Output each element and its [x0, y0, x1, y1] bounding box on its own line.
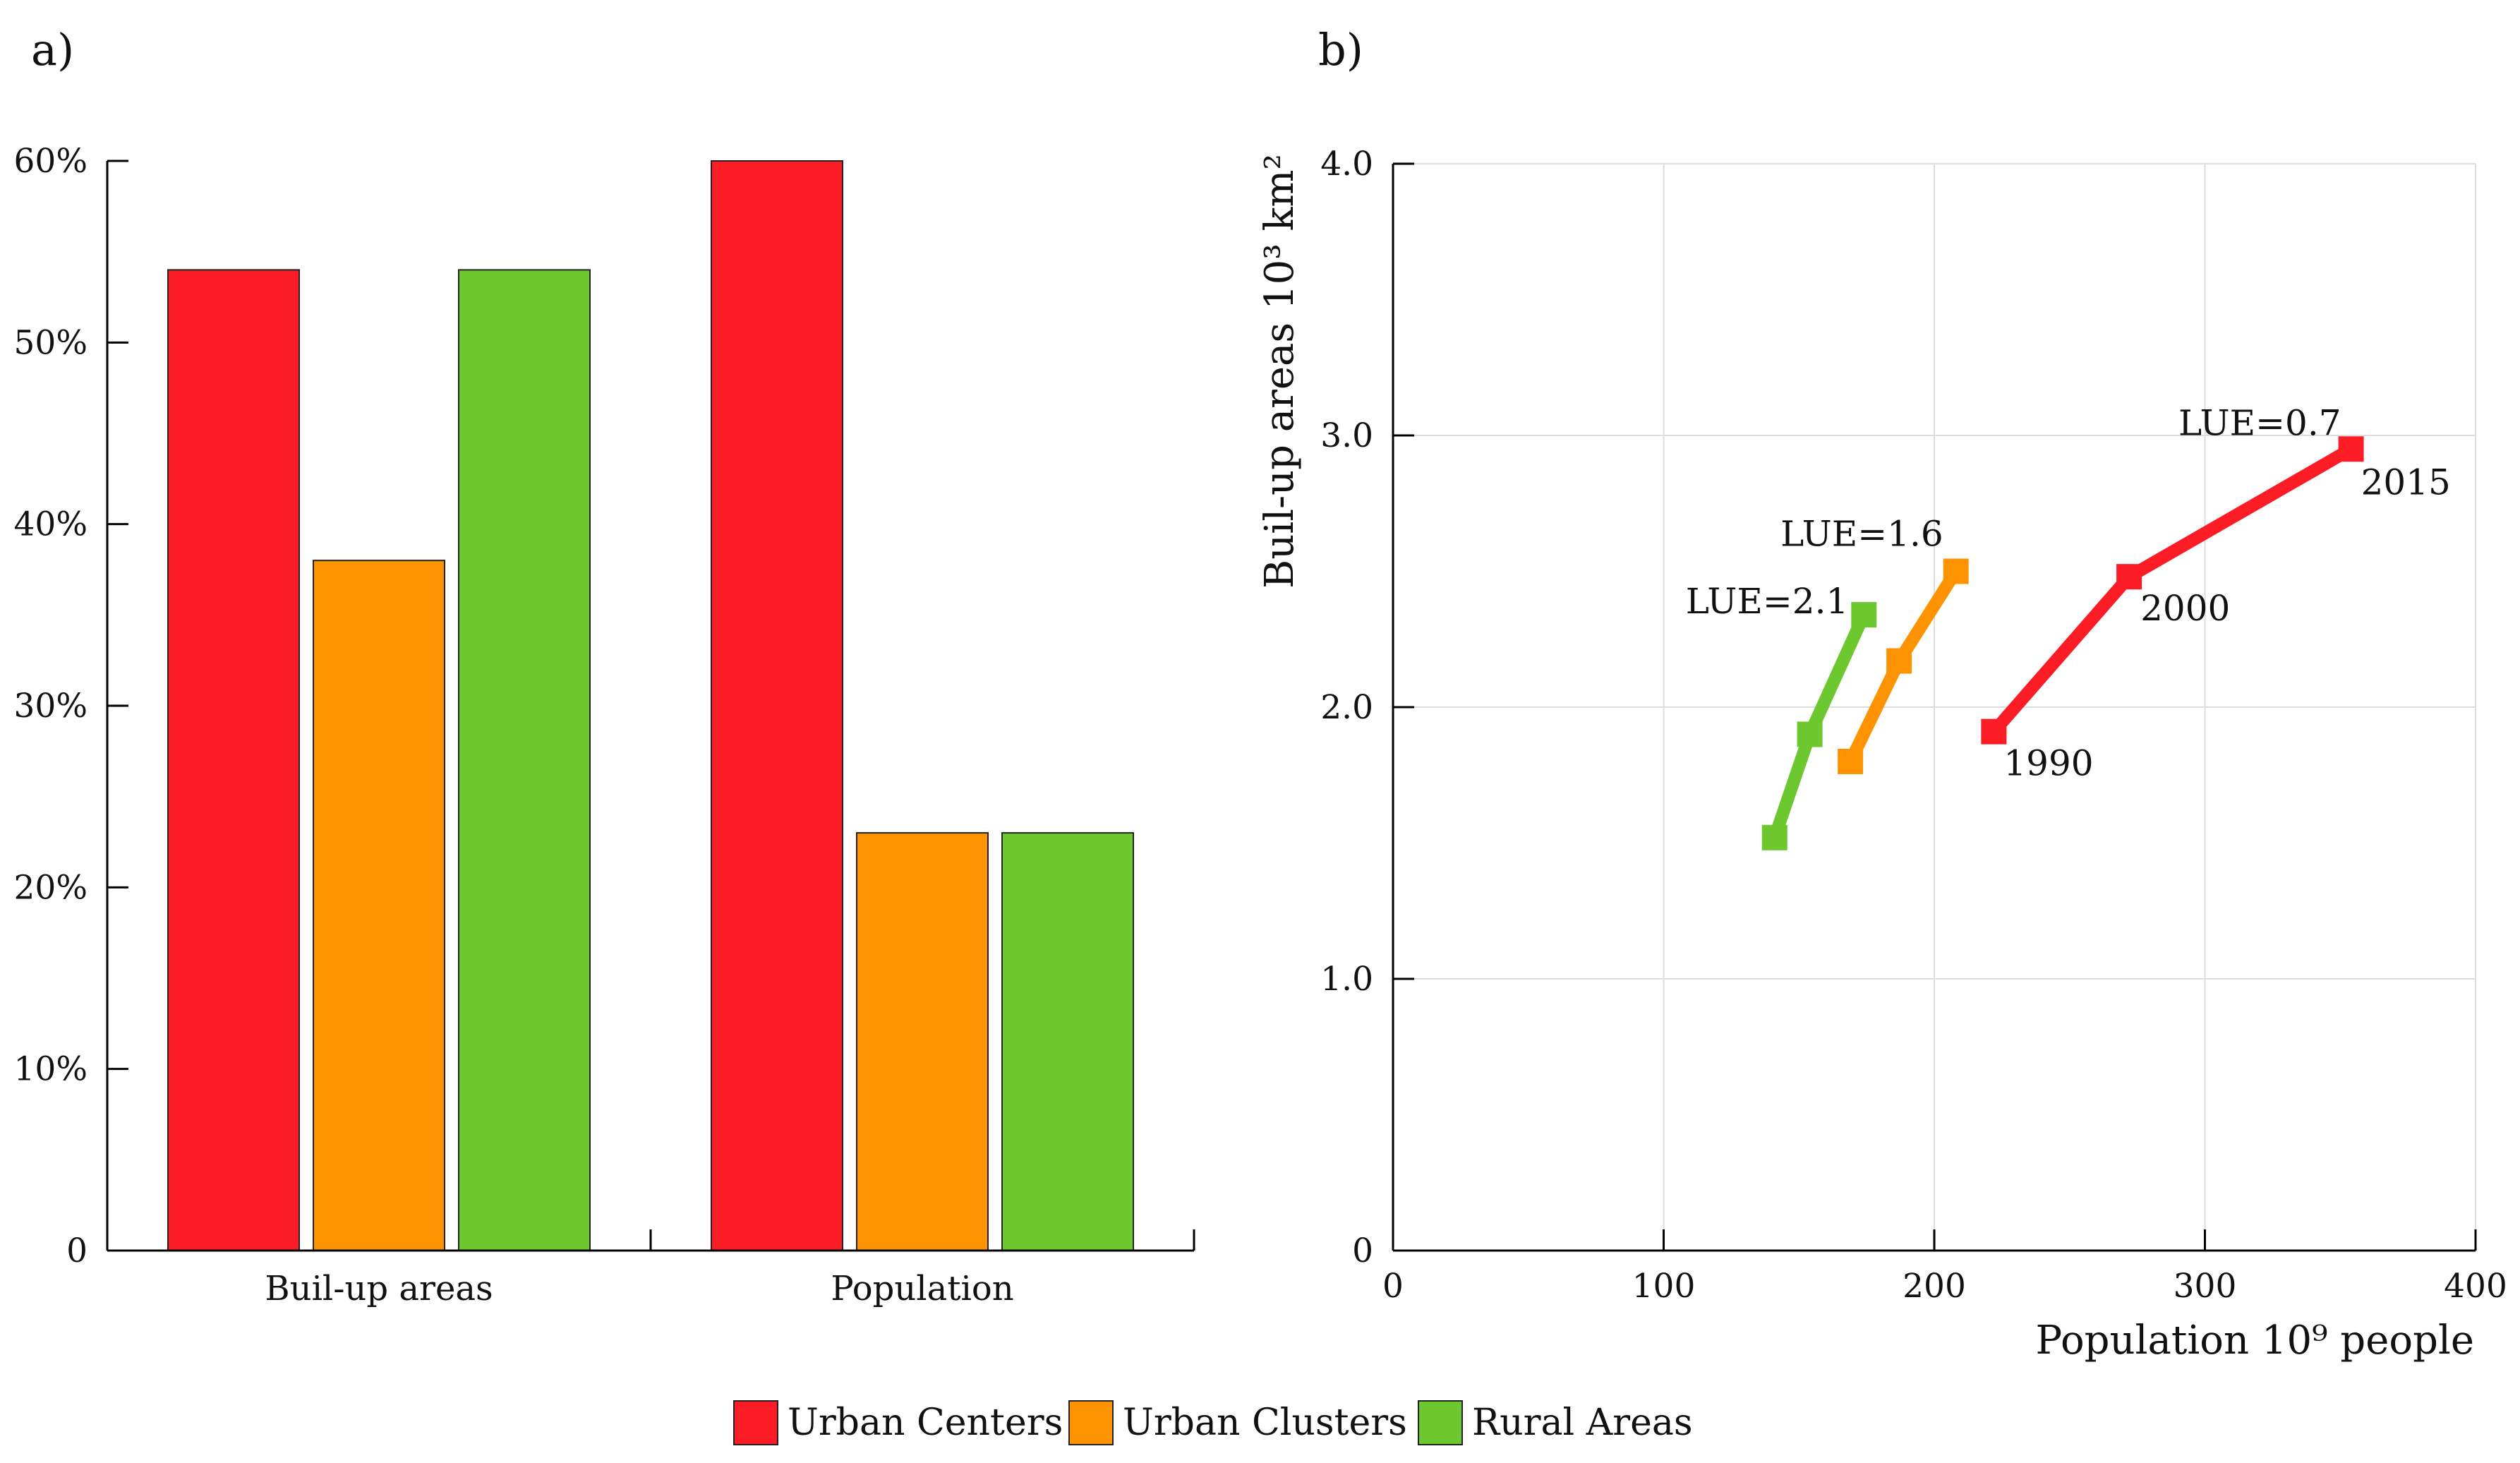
bar-0-0: [167, 269, 300, 1251]
line-y-tick-label: 2.0: [1320, 688, 1373, 727]
line-point-label: 2015: [2361, 462, 2451, 502]
bar-category-label: Buil-up areas: [265, 1269, 493, 1308]
line-point-0-2: [2338, 436, 2364, 462]
bar-y-tick-label: 20%: [14, 868, 88, 907]
line-point-label: 2000: [2140, 588, 2230, 629]
bar-2-1: [1001, 832, 1134, 1251]
panel-a-label: a): [31, 24, 74, 76]
line-annotation-2: LUE=2.1: [1686, 581, 1849, 622]
bar-1-0: [313, 560, 445, 1251]
line-x-tick-label: 400: [2444, 1267, 2507, 1306]
line-point-1-1: [1886, 648, 1912, 674]
line-y-tick-label: 1.0: [1320, 960, 1373, 999]
line-y-tick-label: 0: [1352, 1232, 1373, 1270]
line-y-axis-title: Buil-up areas 10³ km²: [1257, 154, 1303, 589]
line-point-2-2: [1851, 602, 1877, 628]
bar-y-tick-label: 30%: [14, 687, 88, 726]
bar-y-tick-label: 0: [66, 1232, 88, 1270]
bar-y-tick-label: 10%: [14, 1050, 88, 1089]
line-point-label: 1990: [2003, 743, 2093, 784]
legend-swatch-2: [1418, 1400, 1463, 1445]
bar-2-0: [458, 269, 591, 1251]
line-point-1-0: [1838, 749, 1864, 774]
bar-y-tick-label: 50%: [14, 323, 88, 362]
line-point-2-1: [1797, 721, 1823, 747]
legend-label-1: Urban Clusters: [1123, 1402, 1407, 1444]
line-x-axis-title: Population 10⁹ people: [2036, 1318, 2474, 1363]
line-annotation-1: LUE=1.6: [1780, 514, 1943, 555]
bar-y-tick-label: 60%: [14, 142, 88, 181]
legend: Urban Centers Urban Clusters Rural Areas: [733, 1400, 1693, 1445]
line-x-tick-label: 100: [1632, 1267, 1696, 1306]
panel-b-label: b): [1318, 24, 1363, 76]
line-y-tick-label: 4.0: [1320, 145, 1373, 183]
bar-chart: 0 10% 20% 30% 40% 50% 60% Buil-up areas Populati…: [14, 142, 1195, 1308]
line-point-2-0: [1761, 824, 1787, 850]
legend-label-0: Urban Centers: [788, 1402, 1063, 1444]
legend-swatch-0: [733, 1400, 778, 1445]
line-x-tick-label: 200: [1903, 1267, 1966, 1306]
line-chart: 0 1.0 2.0 3.0 4.0 0 100 200 300 400 Population 10⁹…: [1257, 145, 2507, 1363]
line-x-tick-label: 0: [1382, 1267, 1404, 1306]
bar-1-1: [856, 832, 989, 1251]
bar-0-1: [711, 160, 843, 1251]
legend-swatch-1: [1068, 1400, 1114, 1445]
line-point-0-0: [1981, 718, 2007, 745]
bar-category-label: Population: [831, 1269, 1013, 1308]
legend-label-2: Rural Areas: [1472, 1402, 1693, 1444]
line-x-tick-label: 300: [2174, 1267, 2237, 1306]
bar-y-tick-label: 40%: [14, 505, 88, 544]
line-point-0-1: [2116, 564, 2142, 590]
line-point-1-2: [1943, 558, 1969, 584]
line-annotation-0: LUE=0.7: [2178, 402, 2341, 443]
line-y-tick-label: 3.0: [1320, 416, 1373, 455]
